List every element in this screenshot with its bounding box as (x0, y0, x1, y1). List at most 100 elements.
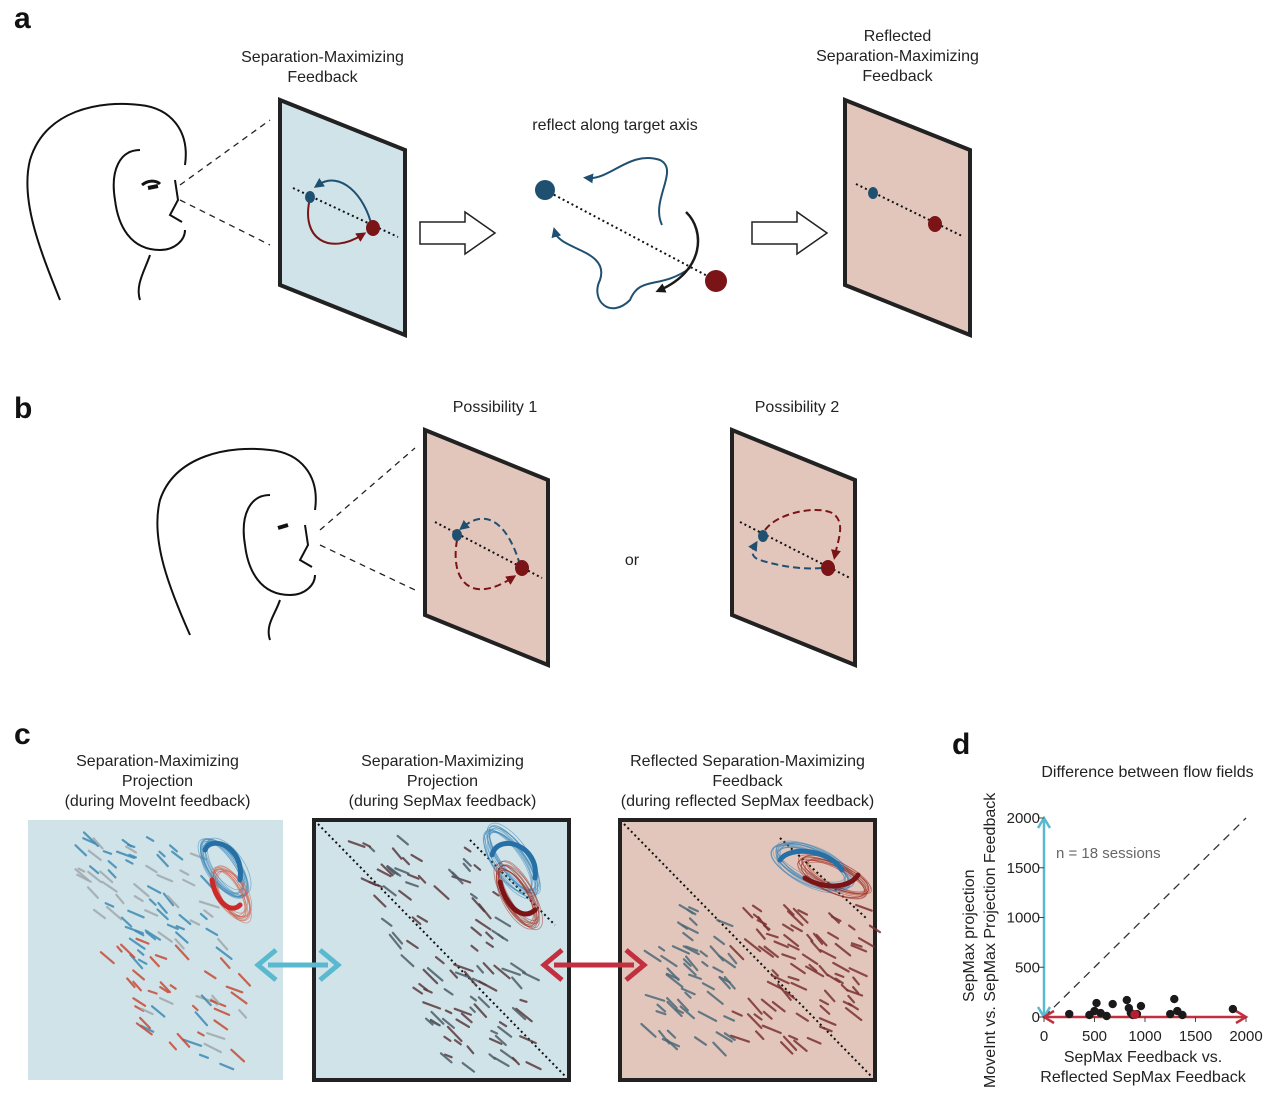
flow-arrow (688, 906, 700, 913)
monkey-head-b (156, 447, 317, 641)
flow-arrow (868, 924, 882, 934)
flow-arrow (712, 966, 724, 974)
flow-arrow (194, 1011, 209, 1027)
flow-arrow (490, 1029, 499, 1035)
flow-arrow (412, 986, 424, 995)
y-axis-label-line2: MoveInt vs. SepMax Projection Feedback (982, 792, 999, 1088)
double-arrow-red (540, 948, 648, 982)
flow-arrow (701, 960, 709, 968)
flow-arrow (485, 941, 494, 948)
flow-arrow (525, 1061, 542, 1071)
flow-arrow (200, 994, 212, 1007)
flow-arrow (179, 869, 190, 876)
flow-arrow (727, 952, 738, 965)
flow-arrow (723, 1032, 736, 1042)
flow-arrow (666, 1000, 683, 1018)
scatter-plot: 0 500 1000 1500 2000 0 500 1000 1500 2000 n = 18 s… (961, 792, 1263, 1088)
flow-arrow (149, 956, 160, 968)
flow-arrow (771, 1000, 786, 1013)
flow-arrow (145, 931, 157, 941)
possibility-2-label: Possibility 2 (754, 399, 840, 416)
flow-arrow (102, 850, 113, 855)
blue-target (305, 191, 315, 203)
flow-arrow (175, 931, 189, 944)
flow-arrow (478, 980, 498, 992)
flow-arrow (132, 997, 147, 1007)
flow-arrow (787, 943, 800, 951)
flow-arrow (666, 1029, 677, 1039)
flow-arrow (159, 985, 170, 994)
sepmax-axis-line (317, 823, 566, 1077)
flow-field-arrows (74, 831, 882, 1073)
flow-arrow (492, 890, 500, 897)
flow-arrow (158, 850, 166, 858)
flow-arrow (169, 984, 177, 990)
flow-arrow (497, 1025, 513, 1038)
flow-arrow (752, 913, 762, 921)
x-tick-label: 0 (1040, 1028, 1048, 1045)
flow-arrow (501, 967, 522, 976)
flow-arrow (135, 1022, 153, 1036)
mean-trajectory-red-sepmax (497, 879, 538, 917)
flow-arrow (763, 945, 780, 959)
flow-arrow (144, 929, 162, 941)
data-point (1228, 1004, 1238, 1014)
flow-arrow (832, 961, 850, 973)
flow-arrow (754, 1030, 765, 1041)
flow-arrow (482, 962, 495, 975)
flow-arrow (391, 931, 404, 945)
monkey-head-a (26, 102, 187, 301)
data-point (1136, 1001, 1146, 1011)
flow-arrow (790, 981, 808, 991)
flow-arrow (488, 1053, 496, 1060)
flow-arrow (475, 918, 492, 931)
flow-arrow (128, 853, 137, 859)
reflected-red-target (928, 216, 942, 232)
data-point (1166, 1009, 1175, 1019)
flow-arrow (157, 931, 173, 943)
flow-arrow (693, 1036, 708, 1046)
flow-arrow (656, 1003, 667, 1013)
flow-arrow (793, 1039, 808, 1053)
flow-arrow (792, 907, 809, 924)
flow-arrow (511, 1006, 527, 1021)
flow-arrow (429, 1019, 441, 1027)
flow-arrow (760, 998, 777, 1012)
panel-letter-a: a (14, 2, 31, 35)
flow-arrow (715, 1031, 733, 1043)
flow-arrow (786, 910, 804, 927)
mean-trajectory-blue (202, 840, 243, 883)
flow-arrow (463, 846, 472, 853)
flow-arrow (134, 929, 145, 937)
flow-arrow (92, 908, 107, 920)
flow-arrow (731, 1010, 743, 1017)
data-point (1065, 1009, 1074, 1019)
flow-arrow (126, 977, 136, 989)
flow-arrow (133, 883, 150, 898)
flow-arrow (493, 964, 511, 980)
flow-arrow (422, 968, 439, 985)
flow-arrow (783, 933, 800, 948)
flow-arrow (790, 924, 803, 933)
flow-arrow (200, 874, 213, 889)
panel-d-title: Difference between flow fields (1041, 764, 1254, 781)
flow-arrow (230, 991, 248, 1005)
y-tick-label: 1000 (1007, 910, 1040, 927)
flow-arrow (493, 1056, 510, 1068)
flow-arrow (851, 985, 860, 995)
flow-arrow (406, 873, 420, 880)
reflection-red-target (705, 270, 727, 292)
flow-arrow (219, 1062, 235, 1071)
flow-arrow (742, 906, 754, 919)
panel-a-caption-right: Reflected Separation-Maximizing Feedback (816, 28, 979, 85)
flow-arrow (643, 949, 662, 963)
reflection-arrow (655, 211, 700, 293)
target-axis (292, 187, 399, 238)
data-point (1178, 1010, 1187, 1020)
flow-arrow (88, 865, 100, 875)
flow-arrow (107, 860, 118, 869)
flow-arrow (640, 1022, 657, 1038)
possibility-1-red-dashed (454, 539, 517, 591)
flow-arrow (819, 998, 830, 1006)
flow-arrow (521, 971, 541, 982)
